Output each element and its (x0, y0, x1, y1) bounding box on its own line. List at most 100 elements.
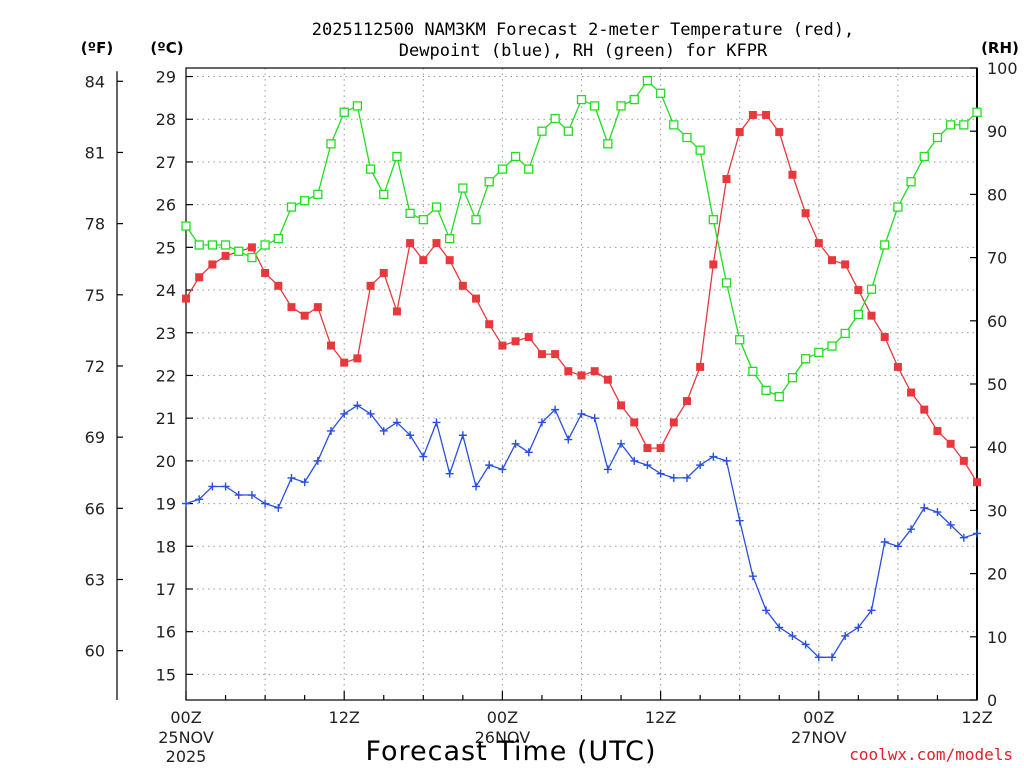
dewpoint-point (920, 503, 929, 512)
rh-tick-label: 80 (987, 185, 1007, 204)
2-meter-temperature-point (643, 444, 652, 453)
celsius-tick-label: 20 (156, 452, 176, 471)
2-meter-temperature-point (893, 362, 902, 371)
dewpoint-point (617, 439, 626, 448)
dewpoint-point (643, 461, 652, 470)
dewpoint-point (577, 409, 586, 418)
celsius-tick-label: 29 (156, 68, 176, 87)
rh-point (708, 215, 718, 225)
dewpoint-point (485, 461, 494, 470)
rh-point (458, 183, 468, 193)
dewpoint-point (208, 482, 217, 491)
rh-point (550, 113, 560, 124)
x-tick-label: 12Z (645, 708, 676, 727)
rh-point (207, 240, 218, 250)
2-meter-temperature-point (511, 337, 520, 346)
2-meter-temperature-point (406, 239, 415, 248)
2-meter-temperature-point (261, 268, 270, 277)
2-meter-temperature-point (920, 405, 929, 414)
rh-point (260, 240, 270, 250)
dewpoint-point (432, 418, 441, 427)
rh-tick-label: 90 (987, 122, 1007, 141)
2-meter-temperature-point (287, 303, 296, 312)
rh-point (405, 208, 415, 219)
dewpoint-point (327, 426, 336, 435)
rh-point (827, 341, 837, 351)
celsius-tick-label: 26 (156, 196, 176, 215)
rh-tick-label: 10 (987, 628, 1007, 647)
rh-point (787, 373, 798, 383)
2-meter-temperature-point (445, 256, 454, 265)
rh-point (576, 94, 587, 105)
2-meter-temperature-point (577, 371, 586, 380)
dewpoint-point (524, 448, 533, 457)
rh-point (959, 120, 969, 130)
rh-point (431, 202, 442, 212)
rh-point (629, 94, 639, 105)
2-meter-temperature-point (603, 375, 612, 384)
dewpoint-point (182, 499, 190, 508)
dewpoint-point (313, 456, 322, 465)
x-tick-date-label: 26NOV (475, 728, 531, 747)
fahrenheit-tick-label: 69 (85, 428, 105, 447)
dewpoint-point (709, 452, 718, 461)
dewpoint-point (696, 461, 705, 470)
dewpoint-point (340, 409, 349, 418)
rh-point (510, 151, 521, 162)
rh-point (286, 202, 297, 212)
2-meter-temperature-series (182, 110, 981, 487)
2-meter-temperature-point (392, 307, 401, 316)
dewpoint-point (907, 525, 916, 534)
x-axis-title: Forecast Time (UTC) (365, 736, 656, 767)
dewpoint-point (261, 499, 270, 508)
dewpoint-point (867, 606, 876, 615)
rh-unit-label: (RH) (981, 39, 1019, 57)
dewpoint-series (182, 401, 981, 662)
fahrenheit-tick-label: 78 (85, 215, 105, 234)
rh-point (299, 196, 310, 206)
2-meter-temperature-point (472, 294, 481, 303)
2-meter-temperature-point (247, 243, 256, 252)
fahrenheit-tick-label: 81 (85, 143, 105, 162)
2-meter-temperature-point (775, 128, 784, 137)
2-meter-temperature-point (709, 260, 718, 269)
rh-point (379, 189, 389, 200)
dewpoint-point (472, 482, 481, 491)
fahrenheit-unit-label: (ºF) (81, 39, 113, 57)
dewpoint-point (458, 431, 467, 440)
2-meter-temperature-point (340, 358, 349, 367)
dewpoint-point (353, 401, 362, 410)
dewpoint-point (234, 491, 243, 500)
rh-point (774, 391, 784, 402)
rh-point (669, 120, 679, 130)
rh-point (497, 164, 508, 174)
rh-point (537, 126, 547, 136)
celsius-tick-label: 27 (156, 153, 176, 172)
rh-point (616, 101, 626, 111)
rh-point (484, 177, 494, 187)
2-meter-temperature-point (313, 303, 322, 312)
rh-point (339, 107, 349, 117)
dewpoint-point (221, 482, 230, 491)
2-meter-temperature-point (973, 478, 981, 487)
dewpoint-point (498, 465, 507, 474)
2-meter-temperature-point (590, 367, 599, 376)
dewpoint-point (406, 431, 415, 440)
2-meter-temperature-point (419, 256, 428, 265)
dewpoint-point (946, 520, 955, 529)
2-meter-temperature-point (735, 128, 744, 137)
dewpoint-point (880, 538, 889, 546)
2-meter-temperature-point (722, 175, 731, 184)
rh-point (893, 202, 903, 212)
2-meter-temperature-point (353, 354, 362, 363)
rh-point (326, 139, 336, 149)
celsius-tick-label: 24 (156, 281, 176, 300)
2-meter-temperature-point (630, 418, 639, 427)
dewpoint-point (893, 542, 902, 551)
celsius-tick-label: 15 (156, 665, 176, 684)
rh-point (800, 354, 811, 364)
rh-point (563, 126, 573, 136)
2-meter-temperature-point (762, 110, 771, 119)
2-meter-temperature-point (748, 110, 757, 119)
